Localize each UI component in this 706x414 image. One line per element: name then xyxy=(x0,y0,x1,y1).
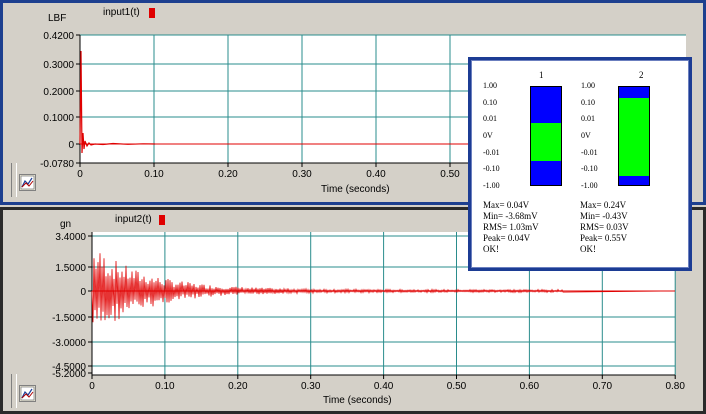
y-tick-label: 1.5000 xyxy=(55,263,86,274)
meter-max-ch2: Max= 0.24V xyxy=(580,200,627,210)
x-tick-label: 0 xyxy=(89,381,95,392)
meter-level-fill-ch2 xyxy=(619,97,649,177)
y-unit-label: LBF xyxy=(48,13,67,24)
meter-max-ch1: Max= 0.04V xyxy=(483,200,530,210)
x-tick-label: 0.20 xyxy=(218,169,238,180)
meter-scale-label: 1.00 xyxy=(483,81,497,90)
chart-zoom-icon[interactable] xyxy=(19,174,36,191)
channel-color-swatch xyxy=(159,215,165,225)
x-tick-label: 0.70 xyxy=(593,381,613,392)
meter-rms-ch2: RMS= 0.03V xyxy=(580,222,629,232)
meter-scale-label: 0.01 xyxy=(483,114,497,124)
meter-status-ch2: OK! xyxy=(580,244,596,254)
signal-trace-input2 xyxy=(91,253,676,323)
meter-scale-label: 0.10 xyxy=(483,97,497,107)
meter-scale-label: 0.01 xyxy=(581,114,595,124)
x-tick-label: 0.80 xyxy=(665,381,685,392)
y-tick-label: 0.2000 xyxy=(43,87,74,98)
x-tick-label: 0.30 xyxy=(292,169,312,180)
toolbar-divider xyxy=(11,374,17,408)
meter-scale-label: -0.10 xyxy=(483,164,500,174)
channel-name-label: input1(t) xyxy=(103,7,140,18)
meter-scale-label: 0.10 xyxy=(581,97,595,107)
x-axis-label: Time (seconds) xyxy=(321,184,390,195)
y-tick-label: -5.2000 xyxy=(52,369,86,380)
y-tick-label: 0.1000 xyxy=(43,113,74,124)
y-tick-label: -1.5000 xyxy=(52,313,86,324)
y-unit-label: gn xyxy=(60,219,72,230)
x-tick-label: 0.50 xyxy=(447,381,467,392)
meter-status-ch1: OK! xyxy=(483,244,499,254)
meter-scale-label: -0.10 xyxy=(581,164,598,174)
x-tick-label: 0.50 xyxy=(440,169,460,180)
y-tick-label: 0.3000 xyxy=(43,60,74,71)
x-tick-label: 0 xyxy=(77,169,83,180)
x-tick-label: 0.40 xyxy=(374,381,394,392)
meter-rms-ch1: RMS= 1.03mV xyxy=(483,222,539,232)
meter-level-fill-ch1 xyxy=(531,123,561,161)
x-axis-label: Time (seconds) xyxy=(323,395,392,406)
level-meter-window[interactable]: 1 1.00 0.10 0.01 0V -0.01 -0.10 -1.00 Max= 0.0… xyxy=(468,57,692,271)
channel-name-label: input2(t) xyxy=(115,214,152,225)
meter-peak-ch1: Peak= 0.04V xyxy=(483,233,531,243)
meter-scale-label: -0.01 xyxy=(581,147,598,157)
x-tick-label: 0.10 xyxy=(155,381,175,392)
y-tick-label: -3.0000 xyxy=(52,338,86,349)
x-tick-label: 0.30 xyxy=(301,381,321,392)
meter-bar-ch2 xyxy=(618,86,650,186)
x-tick-label: 0.10 xyxy=(144,169,164,180)
x-tick-label: 0.20 xyxy=(228,381,248,392)
meter-scale-label: 1.00 xyxy=(581,81,595,90)
meter-min-ch1: Min= -3.68mV xyxy=(483,211,538,221)
meter-scale-label: -1.00 xyxy=(581,181,598,190)
signal-trace-input1 xyxy=(79,50,156,154)
meter-channel-number: 1 xyxy=(539,70,544,80)
y-tick-label: 0.4200 xyxy=(43,31,74,42)
meter-bar-ch1 xyxy=(530,86,562,186)
meter-scale-label: -0.01 xyxy=(483,147,500,157)
toolbar-divider xyxy=(11,163,17,197)
meter-peak-ch2: Peak= 0.55V xyxy=(580,233,628,243)
x-tick-label: 0.60 xyxy=(520,381,540,392)
meter-scale-label: 0V xyxy=(581,131,591,140)
y-tick-label: 3.4000 xyxy=(55,232,86,243)
x-tick-label: 0.40 xyxy=(366,169,386,180)
meter-scale-label: -1.00 xyxy=(483,181,500,190)
y-tick-label: -0.0780 xyxy=(40,159,74,170)
meter-scale-label: 0V xyxy=(483,131,493,140)
y-tick-label: 0 xyxy=(68,140,74,151)
chart-zoom-icon[interactable] xyxy=(19,385,36,402)
meter-min-ch2: Min= -0.43V xyxy=(580,211,628,221)
y-tick-label: 0 xyxy=(80,287,86,298)
y-tick-label: -4.5000 xyxy=(52,362,86,373)
channel-color-swatch xyxy=(149,8,155,18)
meter-channel-number: 2 xyxy=(639,70,644,80)
